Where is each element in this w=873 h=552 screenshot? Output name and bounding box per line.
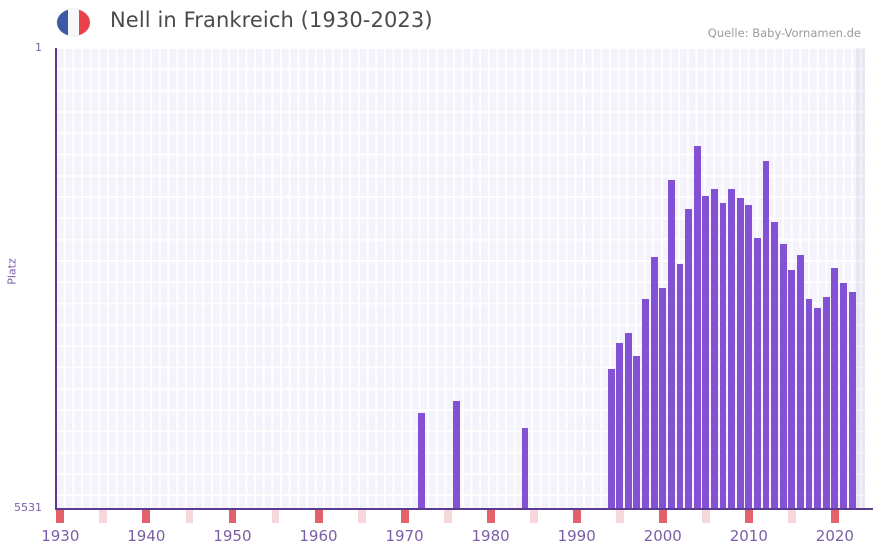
bar	[624, 333, 632, 508]
x-tick-minor	[185, 510, 194, 523]
bar	[702, 195, 710, 508]
bar	[693, 145, 701, 508]
x-tick-major	[658, 510, 667, 523]
x-tick-major	[831, 510, 839, 523]
x-axis-tick-label: 1990	[557, 527, 596, 545]
x-tick-major	[744, 510, 753, 523]
x-tick-minor	[357, 510, 366, 523]
y-axis-line	[55, 48, 57, 509]
x-axis-tick-label: 2020	[815, 527, 854, 545]
x-axis-tick-label: 1980	[471, 527, 510, 545]
x-tick-major	[314, 510, 323, 523]
bar	[728, 189, 736, 508]
bar	[822, 297, 830, 508]
x-tick-major	[400, 510, 409, 523]
bar	[642, 299, 649, 508]
bar	[814, 307, 822, 508]
bar	[831, 268, 839, 508]
x-tick-major	[572, 510, 581, 523]
bar	[771, 222, 779, 508]
bar	[667, 180, 675, 508]
x-tick-minor	[529, 510, 538, 523]
x-axis-tick-label: 1950	[213, 527, 252, 545]
x-axis-tick-label: 2010	[729, 527, 768, 545]
bar	[710, 189, 718, 508]
bar	[779, 244, 787, 508]
x-tick-major	[228, 510, 237, 523]
x-axis-tick-label: 1970	[385, 527, 424, 545]
bar	[607, 369, 615, 508]
bar	[805, 298, 813, 508]
x-tick-minor	[787, 510, 796, 523]
bar	[788, 269, 796, 508]
x-tick-major	[142, 510, 151, 523]
x-axis-tick-label: 2000	[643, 527, 682, 545]
bar	[797, 254, 804, 508]
x-tick-major	[486, 510, 495, 523]
page-title: Nell in Frankreich (1930-2023)	[110, 8, 433, 32]
x-axis-line	[55, 508, 873, 510]
no-data-shaded-region	[856, 48, 865, 508]
france-flag-icon	[57, 9, 90, 36]
source-credit: Quelle: Baby-Vornamen.de	[707, 26, 861, 40]
plot-area	[56, 48, 865, 508]
bar	[676, 263, 684, 508]
bar	[633, 356, 641, 508]
y-axis-label-top: 1	[35, 41, 42, 54]
x-tick-minor	[615, 510, 624, 523]
x-axis-tick-label: 1940	[127, 527, 166, 545]
bar	[753, 237, 761, 508]
x-tick-minor	[443, 510, 452, 523]
bar	[616, 343, 624, 508]
bar	[736, 198, 744, 508]
bar	[848, 292, 856, 508]
bar	[762, 160, 770, 508]
x-axis-tick-strip	[56, 510, 873, 524]
x-tick-minor	[701, 510, 710, 523]
bar	[452, 401, 460, 508]
bar	[521, 428, 529, 508]
x-tick-major	[56, 510, 65, 523]
x-tick-minor	[271, 510, 280, 523]
bar	[719, 202, 727, 508]
grid-lines	[56, 48, 865, 508]
bar	[650, 256, 658, 508]
bar	[685, 209, 692, 508]
x-axis-tick-label: 1960	[299, 527, 338, 545]
y-axis-title: Platz	[5, 258, 19, 285]
x-axis-tick-label: 1930	[41, 527, 80, 545]
chart-header: Nell in Frankreich (1930-2023) Quelle: B…	[0, 0, 873, 46]
y-axis-label-bottom: 5531	[14, 501, 42, 514]
bar	[659, 287, 667, 508]
bar	[840, 283, 847, 508]
bar	[745, 204, 753, 508]
x-tick-minor	[99, 510, 108, 523]
bar	[418, 413, 426, 508]
